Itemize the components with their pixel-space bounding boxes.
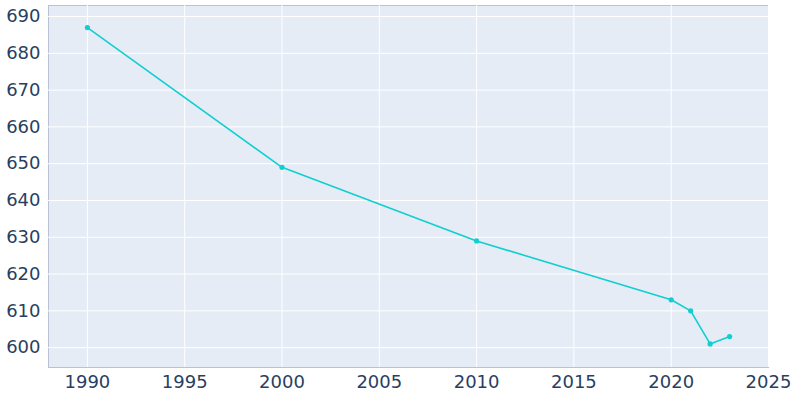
svg-text:690: 690 <box>6 5 40 26</box>
svg-text:2025: 2025 <box>746 371 792 392</box>
svg-text:1995: 1995 <box>162 371 208 392</box>
svg-text:670: 670 <box>6 79 40 100</box>
svg-text:600: 600 <box>6 336 40 357</box>
svg-text:610: 610 <box>6 300 40 321</box>
svg-text:630: 630 <box>6 226 40 247</box>
svg-text:2005: 2005 <box>356 371 402 392</box>
svg-text:1990: 1990 <box>65 371 111 392</box>
svg-text:640: 640 <box>6 189 40 210</box>
svg-text:620: 620 <box>6 263 40 284</box>
svg-text:650: 650 <box>6 152 40 173</box>
svg-text:2015: 2015 <box>551 371 597 392</box>
svg-text:2000: 2000 <box>259 371 305 392</box>
svg-text:680: 680 <box>6 42 40 63</box>
svg-text:2020: 2020 <box>648 371 694 392</box>
svg-text:660: 660 <box>6 116 40 137</box>
svg-text:2010: 2010 <box>454 371 500 392</box>
